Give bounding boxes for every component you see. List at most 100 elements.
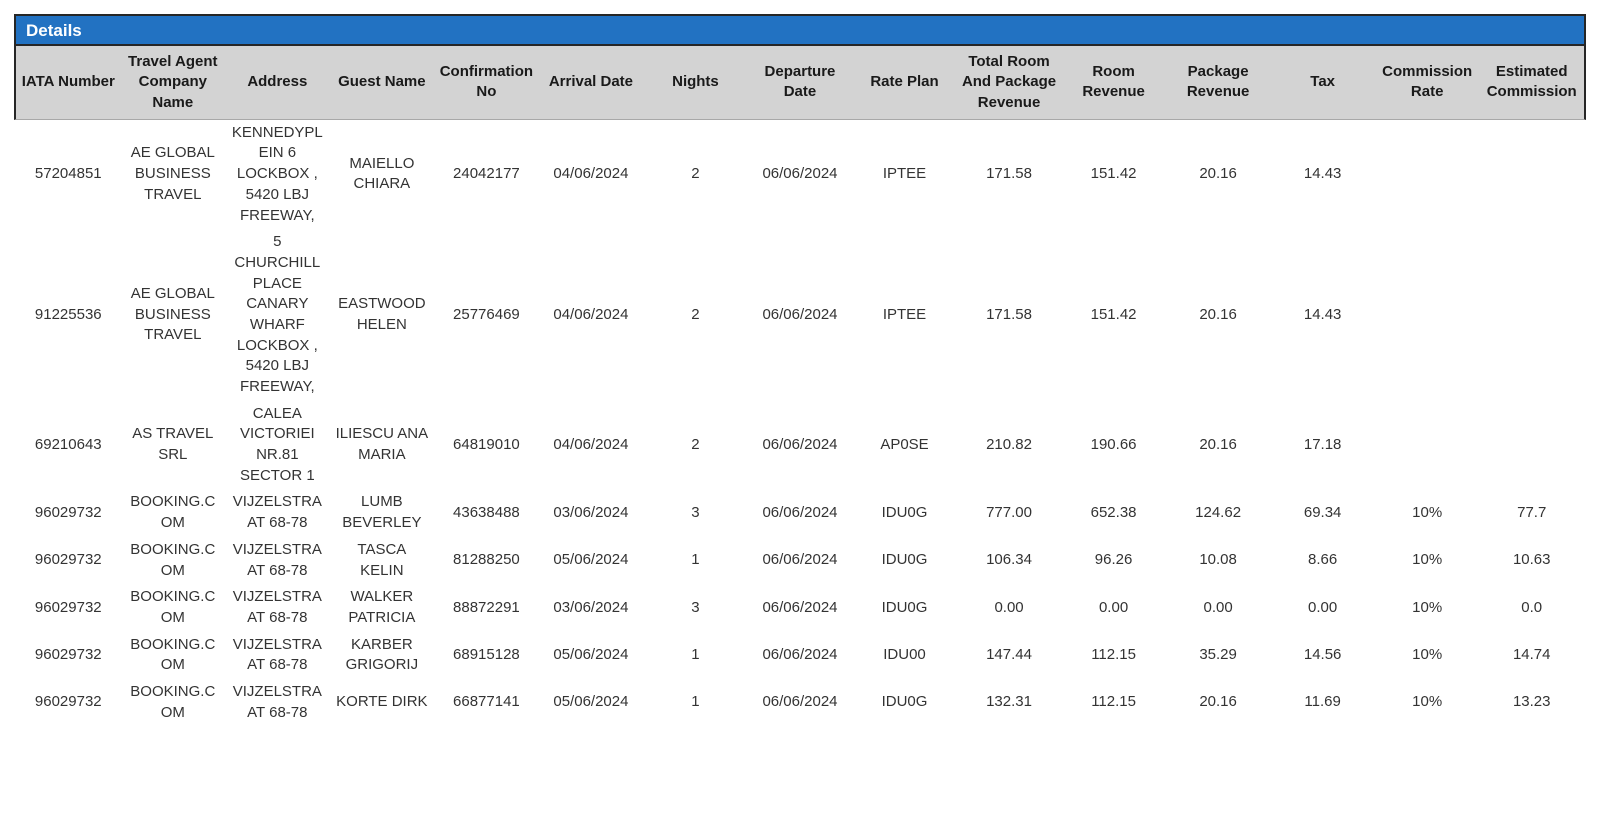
cell-address: VIJZELSTRAAT 68-78 xyxy=(225,536,330,585)
cell-iata: 69210643 xyxy=(16,400,121,490)
cell-arrival: 05/06/2024 xyxy=(538,678,644,727)
cell-commission_rate xyxy=(1374,119,1480,230)
cell-estimated_commission: 13.23 xyxy=(1479,678,1584,727)
cell-commission_rate xyxy=(1374,229,1480,401)
cell-agent: BOOKING.COM xyxy=(120,489,226,537)
cell-guest: LUMB BEVERLEY xyxy=(329,489,435,537)
column-header-arrival: Arrival Date xyxy=(548,73,634,91)
column-header-total_revenue: Total Room And Package Revenue xyxy=(961,53,1057,111)
cell-address: VIJZELSTRAAT 68-78 xyxy=(225,631,330,679)
cell-room_revenue: 190.66 xyxy=(1061,400,1166,490)
column-header-rate_plan: Rate Plan xyxy=(870,73,939,91)
cell-commission_rate: 10% xyxy=(1374,536,1480,585)
cell-guest: KARBER GRIGORIJ xyxy=(329,631,435,679)
cell-rate_plan: AP0SE xyxy=(852,400,957,490)
column-header-room_revenue: Room Revenue xyxy=(1082,63,1145,101)
cell-nights: 3 xyxy=(643,584,748,632)
cell-tax: 8.66 xyxy=(1270,536,1375,585)
cell-package_revenue: 0.00 xyxy=(1165,584,1271,632)
cell-total_revenue: 147.44 xyxy=(956,631,1062,679)
cell-package_revenue: 35.29 xyxy=(1165,631,1271,679)
cell-tax: 17.18 xyxy=(1270,400,1375,490)
cell-agent: BOOKING.COM xyxy=(120,536,226,585)
cell-estimated_commission xyxy=(1479,229,1584,401)
cell-arrival: 05/06/2024 xyxy=(538,536,644,585)
cell-estimated_commission xyxy=(1479,119,1584,230)
cell-rate_plan: IPTEE xyxy=(852,229,957,401)
cell-arrival: 04/06/2024 xyxy=(538,400,644,490)
cell-guest: KORTE DIRK xyxy=(329,678,435,727)
cell-package_revenue: 20.16 xyxy=(1165,119,1271,230)
cell-nights: 1 xyxy=(643,678,748,727)
cell-departure: 06/06/2024 xyxy=(747,229,853,401)
cell-package_revenue: 124.62 xyxy=(1165,489,1271,537)
cell-total_revenue: 171.58 xyxy=(956,119,1062,230)
cell-nights: 1 xyxy=(643,536,748,585)
cell-tax: 69.34 xyxy=(1270,489,1375,537)
cell-departure: 06/06/2024 xyxy=(747,119,853,230)
column-header-guest: Guest Name xyxy=(338,73,426,91)
cell-agent: AE GLOBAL BUSINESS TRAVEL xyxy=(120,119,226,230)
column-header-iata: IATA Number xyxy=(21,73,115,91)
cell-package_revenue: 20.16 xyxy=(1165,229,1271,401)
cell-estimated_commission: 0.0 xyxy=(1479,584,1584,632)
cell-package_revenue: 20.16 xyxy=(1165,400,1271,490)
cell-confirmation: 64819010 xyxy=(434,400,539,490)
table-row: 69210643 AS TRAVEL SRL CALEA VICTORIEI NR.… xyxy=(16,400,1584,490)
cell-commission_rate: 10% xyxy=(1374,631,1480,679)
cell-nights: 1 xyxy=(643,631,748,679)
cell-address: KENNEDYPLEIN 6 LOCKBOX , 5420 LBJ FREEWA… xyxy=(225,119,330,230)
cell-address: VIJZELSTRAAT 68-78 xyxy=(225,678,330,727)
cell-address: 5 CHURCHILL PLACE CANARY WHARF LOCKBOX ,… xyxy=(225,229,330,401)
column-header-tax: Tax xyxy=(1310,73,1335,91)
cell-room_revenue: 0.00 xyxy=(1061,584,1166,632)
cell-rate_plan: IDU00 xyxy=(852,631,957,679)
table-row: 57204851 AE GLOBAL BUSINESS TRAVEL KENNEDY… xyxy=(16,119,1584,230)
cell-iata: 96029732 xyxy=(16,678,121,727)
cell-room_revenue: 96.26 xyxy=(1061,536,1166,585)
cell-estimated_commission: 77.7 xyxy=(1479,489,1584,537)
cell-confirmation: 88872291 xyxy=(434,584,539,632)
details-panel: Details IATA Number Travel Agent Company … xyxy=(14,14,1586,120)
cell-package_revenue: 10.08 xyxy=(1165,536,1271,585)
table-row: 96029732 BOOKING.COM VIJZELSTRAAT 68-78 WAL… xyxy=(16,584,1584,632)
cell-guest: WALKER PATRICIA xyxy=(329,584,435,632)
table-row: 91225536 AE GLOBAL BUSINESS TRAVEL 5 CHURC… xyxy=(16,229,1584,401)
cell-confirmation: 81288250 xyxy=(434,536,539,585)
cell-total_revenue: 777.00 xyxy=(956,489,1062,537)
cell-confirmation: 25776469 xyxy=(434,229,539,401)
cell-departure: 06/06/2024 xyxy=(747,584,853,632)
cell-address: VIJZELSTRAAT 68-78 xyxy=(225,584,330,632)
cell-nights: 2 xyxy=(643,400,748,490)
table-row: 96029732 BOOKING.COM VIJZELSTRAAT 68-78 KOR… xyxy=(16,678,1584,727)
cell-nights: 3 xyxy=(643,489,748,537)
table-body-wrap: 57204851 AE GLOBAL BUSINESS TRAVEL KENNEDY… xyxy=(14,119,1586,727)
cell-confirmation: 24042177 xyxy=(434,119,539,230)
column-header-commission_rate: Commission Rate xyxy=(1382,63,1473,101)
cell-total_revenue: 106.34 xyxy=(956,536,1062,585)
cell-tax: 11.69 xyxy=(1270,678,1375,727)
cell-total_revenue: 132.31 xyxy=(956,678,1062,727)
cell-arrival: 04/06/2024 xyxy=(538,119,644,230)
cell-agent: BOOKING.COM xyxy=(120,584,226,632)
cell-room_revenue: 151.42 xyxy=(1061,229,1166,401)
cell-address: CALEA VICTORIEI NR.81 SECTOR 1 xyxy=(225,400,330,490)
cell-rate_plan: IPTEE xyxy=(852,119,957,230)
cell-arrival: 03/06/2024 xyxy=(538,489,644,537)
cell-rate_plan: IDU0G xyxy=(852,489,957,537)
table-row: 96029732 BOOKING.COM VIJZELSTRAAT 68-78 TAS… xyxy=(16,536,1584,585)
cell-departure: 06/06/2024 xyxy=(747,400,853,490)
cell-departure: 06/06/2024 xyxy=(747,678,853,727)
cell-rate_plan: IDU0G xyxy=(852,678,957,727)
table-row: 96029732 BOOKING.COM VIJZELSTRAAT 68-78 LUM… xyxy=(16,489,1584,537)
cell-arrival: 03/06/2024 xyxy=(538,584,644,632)
cell-nights: 2 xyxy=(643,229,748,401)
cell-room_revenue: 112.15 xyxy=(1061,678,1166,727)
cell-estimated_commission: 14.74 xyxy=(1479,631,1584,679)
cell-agent: BOOKING.COM xyxy=(120,678,226,727)
cell-arrival: 05/06/2024 xyxy=(538,631,644,679)
cell-guest: EASTWOOD HELEN xyxy=(329,229,435,401)
panel-title: Details xyxy=(26,21,82,40)
cell-estimated_commission xyxy=(1479,400,1584,490)
cell-estimated_commission: 10.63 xyxy=(1479,536,1584,585)
